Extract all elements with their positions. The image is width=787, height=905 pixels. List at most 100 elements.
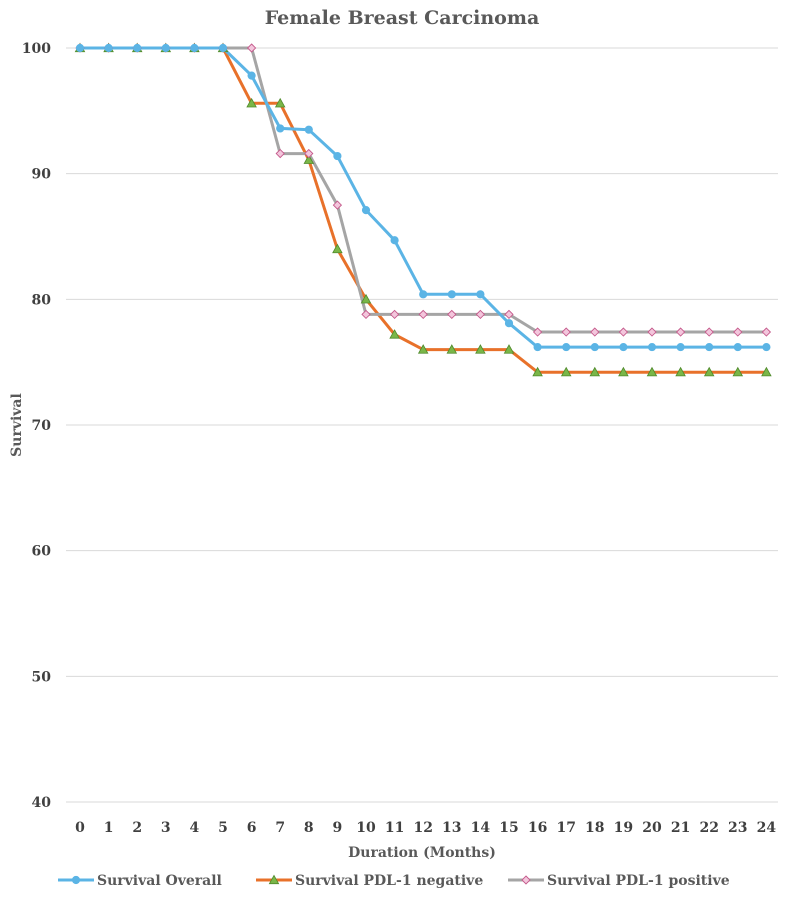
data-point (618, 327, 629, 337)
data-point (246, 43, 257, 53)
x-tick-label: 19 (614, 820, 633, 836)
data-point (447, 309, 457, 320)
y-tick-label: 60 (32, 544, 52, 560)
data-point (446, 344, 458, 354)
x-tick-label: 0 (75, 820, 85, 836)
data-point (361, 206, 371, 215)
data-point (646, 366, 658, 377)
data-point (274, 97, 286, 108)
data-point (703, 366, 715, 377)
x-tick-label: 12 (413, 820, 432, 836)
data-point (589, 366, 601, 377)
data-point (303, 154, 315, 164)
legend-label: Survival PDL-1 negative (295, 873, 483, 889)
x-tick-label: 2 (132, 820, 142, 836)
data-point (389, 309, 400, 320)
series-lines (74, 42, 772, 377)
legend-label: Survival PDL-1 positive (547, 873, 730, 889)
legend-item: Survival PDL-1 negative (256, 873, 483, 889)
y-tick-label: 40 (32, 795, 52, 811)
y-tick-label: 80 (32, 292, 52, 308)
legend: Survival Overall Survival PDL-1 negative S… (58, 873, 730, 889)
y-tick-label: 50 (32, 669, 52, 685)
data-point (447, 290, 456, 299)
data-point (590, 327, 600, 337)
legend-marker (71, 875, 81, 885)
data-point (733, 327, 743, 337)
x-tick-label: 13 (442, 820, 461, 836)
x-axis-ticks: 0 1 2 3 4 5 6 7 8 9 10 11 12 13 14 15 16 17 18 19 20 21 22 23 24 (75, 820, 776, 836)
series-survival-pdl-1-positive (80, 46, 767, 334)
data-point (619, 342, 628, 352)
legend-item: Survival Overall (58, 873, 222, 889)
data-point (704, 327, 714, 337)
x-tick-label: 5 (218, 820, 228, 836)
data-point (133, 43, 142, 53)
data-point (361, 309, 371, 320)
data-point (333, 151, 342, 161)
data-point (532, 327, 543, 337)
data-point (75, 43, 85, 53)
series-line (80, 46, 767, 374)
series-survival-pdl-1-negative (80, 46, 767, 374)
x-tick-label: 22 (699, 820, 718, 836)
x-tick-label: 11 (385, 820, 404, 836)
data-point (389, 329, 400, 339)
x-tick-label: 20 (642, 820, 662, 836)
x-tick-label: 1 (104, 820, 114, 836)
data-point (419, 290, 428, 299)
y-tick-label: 90 (32, 167, 52, 183)
data-point (390, 236, 399, 245)
x-tick-label: 16 (528, 820, 547, 836)
x-tick-label: 17 (556, 820, 575, 836)
x-tick-label: 23 (728, 820, 747, 836)
data-point (590, 342, 599, 352)
y-axis-label: Survival (9, 393, 25, 457)
data-point (504, 319, 514, 328)
data-point (562, 342, 571, 352)
data-point (304, 125, 313, 134)
data-point (275, 148, 285, 159)
series-markers (75, 43, 771, 352)
data-point (104, 43, 113, 53)
series-markers (74, 42, 772, 377)
data-point (732, 366, 744, 377)
data-point (561, 327, 571, 337)
data-point (532, 366, 543, 377)
data-point (705, 342, 714, 352)
x-tick-label: 15 (499, 820, 518, 836)
x-tick-label: 21 (671, 820, 690, 836)
series-survival-overall (80, 46, 767, 349)
data-point (332, 243, 343, 254)
data-point (304, 148, 314, 159)
data-point (533, 342, 542, 352)
data-point (332, 200, 343, 210)
data-point (647, 327, 657, 337)
data-point (733, 342, 742, 352)
data-point (618, 366, 629, 377)
data-point (560, 366, 572, 377)
data-point (504, 309, 514, 320)
x-tick-label: 4 (190, 820, 200, 836)
data-point (475, 309, 486, 320)
data-point (247, 71, 256, 80)
y-tick-label: 70 (32, 418, 52, 434)
data-point (417, 344, 429, 354)
legend-item: Survival PDL-1 positive (508, 873, 730, 889)
data-point (276, 124, 285, 133)
data-point (360, 293, 372, 304)
x-tick-label: 7 (275, 820, 285, 836)
x-tick-label: 9 (333, 820, 343, 836)
data-point (476, 290, 485, 299)
data-point (647, 342, 657, 352)
data-point (762, 342, 771, 352)
x-tick-label: 18 (585, 820, 604, 836)
x-tick-label: 6 (247, 820, 257, 836)
gridlines (66, 47, 778, 803)
x-tick-label: 10 (356, 820, 376, 836)
data-point (761, 327, 772, 337)
legend-marker (268, 874, 280, 885)
data-point (503, 344, 515, 354)
